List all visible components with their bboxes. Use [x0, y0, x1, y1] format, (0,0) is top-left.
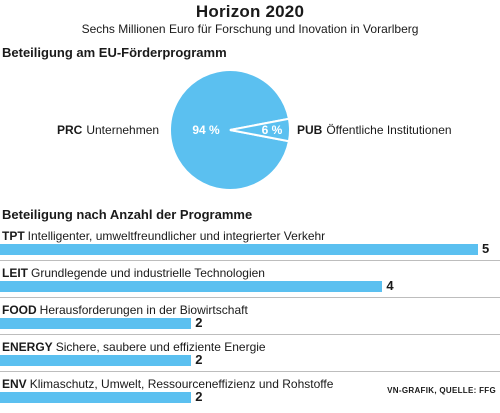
bar-category-text: Herausforderungen in der Biowirtschaft [39, 303, 248, 317]
bar-value-label: 2 [195, 315, 203, 330]
row-divider [0, 334, 500, 335]
bar-tpt [0, 244, 478, 255]
row-divider [0, 297, 500, 298]
bar-category-text: Klimaschutz, Umwelt, Ressourceneffizienz… [29, 377, 334, 391]
bar-category-text: Grundlegende und industrielle Technologi… [31, 266, 265, 280]
bar-value-label: 2 [195, 389, 203, 404]
row-divider [0, 371, 500, 372]
pie-value-pub: 6 % [262, 123, 283, 137]
row-divider [0, 260, 500, 261]
bar-row-energy: ENERGY Sichere, saubere und effiziente En… [0, 340, 500, 376]
bar-value-label: 5 [482, 241, 490, 256]
bar-food [0, 318, 192, 329]
bar-env [0, 392, 192, 403]
pie-legend-pub-label: Öffentliche Institutionen [326, 123, 452, 137]
source-credit: VN-GRAFIK, QUELLE: FFG [387, 386, 496, 395]
bar-category-text: Intelligenter, umweltfreundlicher und in… [27, 229, 326, 243]
bar-category-code: FOOD [2, 303, 37, 317]
bar-category-text: Sichere, saubere und effiziente Energie [55, 340, 266, 354]
bar-value-label: 4 [386, 278, 394, 293]
bar-value-label: 2 [195, 352, 203, 367]
bar-category-label: FOOD Herausforderungen in der Biowirtscha… [2, 303, 248, 317]
pie-value-prc: 94 % [192, 123, 220, 137]
pie-legend-prc-label: Unternehmen [86, 123, 160, 137]
bar-category-code: TPT [2, 229, 25, 243]
chart-subtitle: Sechs Millionen Euro für Forschung und I… [81, 22, 419, 36]
bar-category-code: LEIT [2, 266, 28, 280]
pie-legend-pub-code: PUB [297, 123, 323, 137]
pie-legend-pub: PUB Öffentliche Institutionen [297, 123, 452, 137]
bar-row-tpt: TPT Intelligenter, umweltfreundlicher und… [0, 229, 500, 265]
bar-row-env: ENV Klimaschutz, Umwelt, Ressourceneffizi… [0, 377, 500, 413]
bar-category-label: TPT Intelligenter, umweltfreundlicher und… [2, 229, 325, 243]
pie-legend-prc: PRC Unternehmen [57, 123, 159, 137]
bar-category-code: ENV [2, 377, 27, 391]
bar-category-label: ENERGY Sichere, saubere und effiziente En… [2, 340, 266, 354]
pie-slice-pub [229, 117, 291, 143]
bar-row-food: FOOD Herausforderungen in der Biowirtscha… [0, 303, 500, 339]
bar-section-heading: Beteiligung nach Anzahl der Programme [2, 207, 253, 222]
pie-chart: 94 % 6 % [169, 69, 291, 191]
bar-row-leit: LEIT Grundlegende und industrielle Techno… [0, 266, 500, 302]
bar-category-label: LEIT Grundlegende und industrielle Techno… [2, 266, 265, 280]
bar-energy [0, 355, 192, 366]
pie-legend-prc-code: PRC [57, 123, 83, 137]
chart-title: Horizon 2020 [195, 2, 305, 21]
bar-leit [0, 281, 383, 292]
pie-slice-prc [169, 69, 291, 191]
pie-section-heading: Beteiligung am EU-Förderprogramm [2, 45, 227, 60]
bar-category-label: ENV Klimaschutz, Umwelt, Ressourceneffizi… [2, 377, 333, 391]
bar-category-code: ENERGY [2, 340, 53, 354]
